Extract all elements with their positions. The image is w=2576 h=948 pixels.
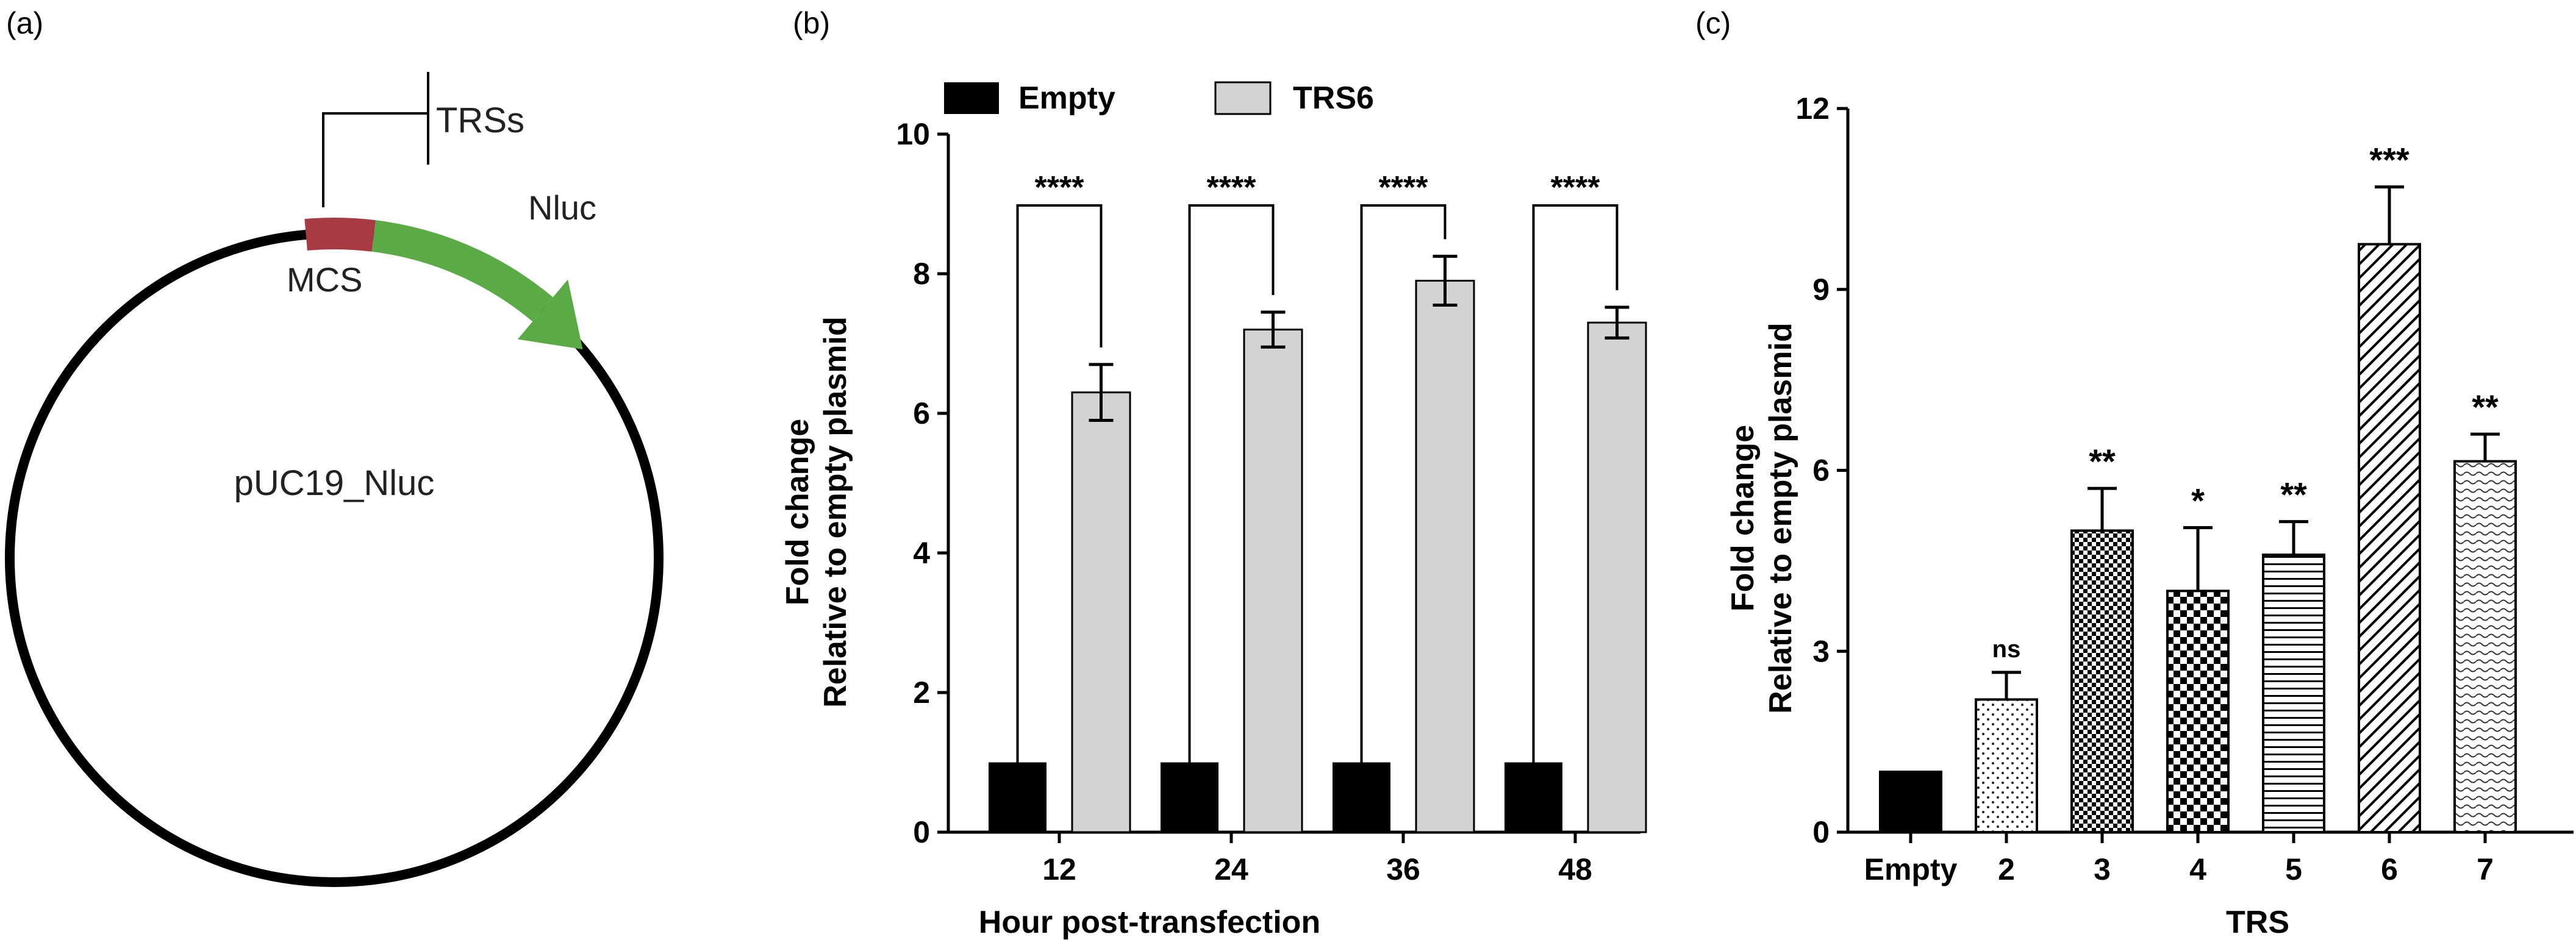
panel-label-a: (a) [6, 6, 43, 40]
significance-label: ** [2472, 388, 2499, 426]
plasmid-map: TRSs MCS Nluc pUC19_Nluc [5, 72, 664, 887]
insert-site-connector [322, 112, 428, 207]
panel-label-b: (b) [793, 6, 830, 40]
y-tick-label: 3 [1812, 634, 1830, 668]
significance-bracket [1532, 204, 1619, 799]
significance-label: ns [1992, 636, 2021, 663]
y-tick-label: 12 [1795, 91, 1830, 126]
significance-label: **** [1035, 170, 1085, 205]
x-tick-label: 7 [2477, 852, 2494, 886]
chart-b-ylabel-line2: Relative to empty plasmid [818, 316, 853, 708]
bar-trs6 [1071, 391, 1131, 833]
x-tick-label: 12 [1042, 852, 1076, 886]
mcs-label: MCS [287, 260, 362, 299]
bar-trs6 [1587, 321, 1647, 833]
nluc-arrowhead [517, 279, 583, 350]
significance-bracket [1360, 204, 1447, 799]
bar [1879, 771, 1942, 834]
significance-label: ** [2089, 442, 2116, 480]
chart-c-marks: ns*** ******* [1879, 141, 2517, 834]
significance-label: * [2191, 481, 2205, 519]
chart-c-xlabel: TRS [2226, 905, 2289, 940]
chart-c-ylabel-line2: Relative to empty plasmid [1763, 323, 1798, 714]
y-tick-label: 6 [913, 396, 930, 430]
x-tick-label: 36 [1386, 852, 1420, 886]
y-tick-label: 0 [1812, 815, 1830, 849]
x-tick-label: 2 [1998, 852, 2015, 886]
y-tick-label: 9 [1812, 273, 1830, 307]
legend-label-trs6: TRS6 [1293, 80, 1374, 116]
significance-label: **** [1551, 170, 1601, 205]
y-tick-label: 6 [1812, 454, 1830, 488]
legend-swatch-empty [944, 82, 999, 114]
legend-label-empty: Empty [1018, 80, 1115, 116]
bar [2453, 460, 2517, 833]
y-tick-label: 0 [913, 815, 930, 849]
x-tick-label: 3 [2094, 852, 2111, 886]
plasmid-name: pUC19_Nluc [234, 463, 435, 503]
mcs-region [304, 218, 376, 252]
chart-c-axes: 0 3 6 9 12 Empty 2 3 4 5 6 7 [1795, 91, 2574, 886]
chart-b-marks: **** **** **** **** [989, 170, 1647, 833]
significance-bracket [1016, 204, 1103, 799]
x-tick-label: 4 [2189, 852, 2206, 886]
significance-label: ** [2280, 476, 2307, 514]
legend-swatch-trs6 [1214, 81, 1272, 115]
x-tick-label: 6 [2381, 852, 2398, 886]
chart-b-xlabel: Hour post-transfection [979, 905, 1320, 940]
y-tick-label: 4 [913, 536, 930, 570]
significance-label: *** [2369, 141, 2410, 179]
bar [2358, 243, 2421, 833]
bar-trs6 [1243, 329, 1303, 833]
bar [2166, 590, 2230, 833]
bar [2262, 553, 2325, 833]
significance-bracket [1188, 204, 1275, 799]
bar [2070, 529, 2134, 834]
x-tick-label: 24 [1214, 852, 1248, 886]
significance-label: **** [1207, 170, 1257, 205]
trs-insert-label: TRSs [436, 101, 524, 140]
x-tick-label: 5 [2285, 852, 2302, 886]
x-tick-label: Empty [1864, 852, 1958, 886]
y-tick-label: 2 [913, 675, 930, 710]
y-tick-label: 10 [896, 117, 930, 151]
nluc-gene-arrow [371, 220, 553, 322]
y-tick-label: 8 [913, 257, 930, 291]
significance-label: **** [1379, 170, 1429, 205]
panel-label-c: (c) [1695, 6, 1731, 40]
nluc-label: Nluc [528, 188, 596, 227]
bar [1975, 698, 2038, 833]
bar-trs6 [1415, 279, 1475, 833]
x-tick-label: 48 [1558, 852, 1592, 886]
chart-b-ylabel-line1: Fold change [780, 419, 815, 605]
chart-c-ylabel-line1: Fold change [1725, 425, 1761, 611]
